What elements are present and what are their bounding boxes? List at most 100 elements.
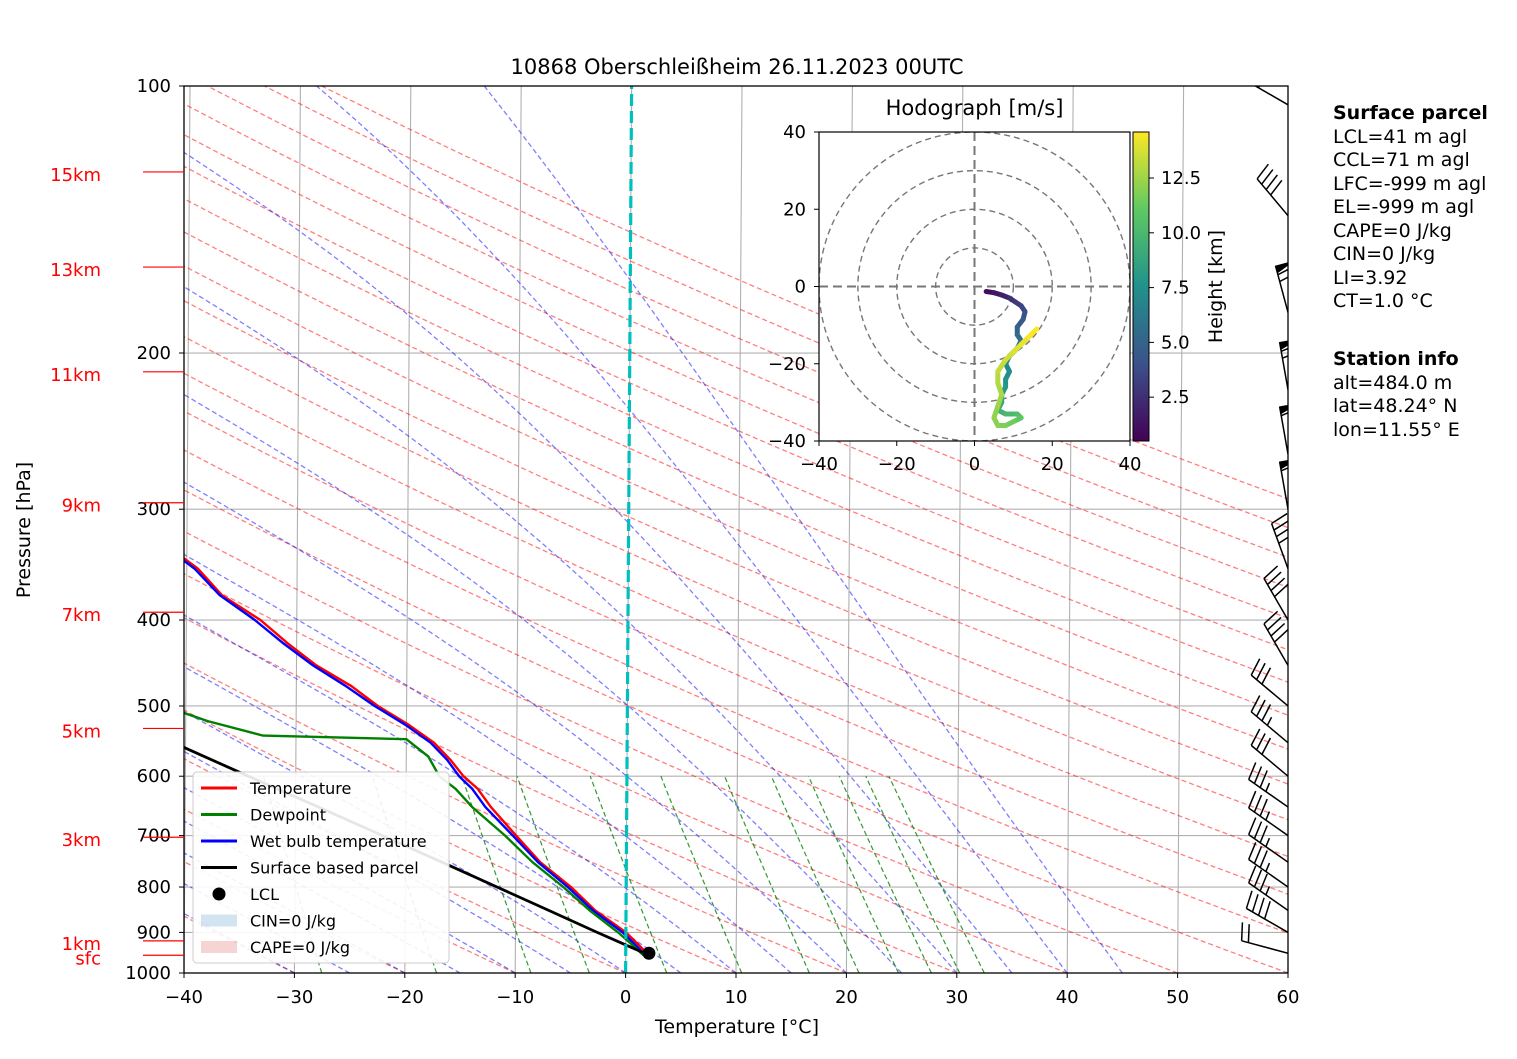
legend-swatch <box>201 914 237 927</box>
wind-barb <box>1250 728 1288 777</box>
dry-adiabat <box>184 265 1288 750</box>
legend-label: Wet bulb temperature <box>250 832 427 851</box>
wind-barb-flag <box>1280 412 1288 417</box>
wind-barb-flag <box>1261 169 1274 185</box>
y-tick-label: 400 <box>137 610 171 631</box>
x-tick-label: −20 <box>386 987 424 1008</box>
x-tick-label: −30 <box>275 987 313 1008</box>
wind-barb-flag <box>1270 577 1286 592</box>
moist-adiabat <box>184 151 1013 973</box>
hodograph-x-tick-label: −20 <box>878 454 916 475</box>
isotherm-gridline <box>735 86 743 973</box>
surface-parcel-li: LI=3.92 <box>1333 266 1408 289</box>
wind-barb <box>1247 865 1288 912</box>
colorbar-tick-label: 10.0 <box>1161 223 1201 244</box>
isotherm-gridline <box>1177 86 1185 973</box>
wind-barb-flag <box>1278 536 1288 544</box>
moist-adiabat <box>483 86 1123 973</box>
wind-barb-flag <box>1255 699 1266 717</box>
wind-barb-flag <box>1247 762 1257 780</box>
hodograph-colorbar <box>1132 131 1150 442</box>
chart-title: 10868 Oberschleißheim 26.11.2023 00UTC <box>511 55 964 79</box>
wind-barb-flag <box>1253 821 1263 839</box>
height-label: 15km <box>50 165 101 186</box>
wind-barb-flag <box>1250 728 1261 746</box>
wind-barb <box>1250 695 1288 744</box>
dry-adiabat <box>184 372 1288 858</box>
wind-barb-half <box>1265 782 1271 792</box>
surface-parcel-ct: CT=1.0 °C <box>1333 290 1433 312</box>
wind-barb-flag <box>1259 825 1268 843</box>
y-tick-label: 900 <box>137 922 171 943</box>
wind-barb-flag <box>1273 520 1288 531</box>
wind-barb-flag <box>1240 922 1244 941</box>
colorbar-tick-label: 2.5 <box>1161 387 1190 408</box>
legend-label: Surface based parcel <box>250 859 419 878</box>
height-label: 13km <box>50 260 101 281</box>
wind-barb-flag <box>1252 67 1258 85</box>
wind-barb-staff <box>1250 711 1288 744</box>
wind-barb-staff <box>1253 86 1288 106</box>
dewpoint-line <box>184 711 645 957</box>
x-tick-label: 20 <box>835 987 858 1008</box>
mixing-ratio-line <box>838 775 932 973</box>
mixing-ratio-line <box>589 775 668 973</box>
wind-barb-flag <box>1263 901 1271 920</box>
station-latitude: lat=48.24° N <box>1333 395 1458 417</box>
hodograph: Hodograph [m/s] −40−40 −20 −20 0 0 20 20 40 40 2.5… <box>768 96 1227 475</box>
wind-barb-flag <box>1273 583 1288 598</box>
surface-parcel-lfc: LFC=-999 m agl <box>1333 172 1487 195</box>
colorbar-tick-label: 5.0 <box>1161 332 1190 353</box>
hodograph-x-tick-label: −40 <box>800 454 838 475</box>
legend-label: Dewpoint <box>250 806 326 825</box>
wind-barb-pennant <box>1279 459 1288 470</box>
wind-barb-flag <box>1250 658 1261 676</box>
legend-box <box>192 771 450 964</box>
hodograph-y-tick-label: −20 <box>768 354 806 375</box>
x-tick-label: 10 <box>725 987 748 1008</box>
wind-barb <box>1278 459 1288 510</box>
wind-barb-half <box>1265 811 1271 821</box>
wind-barb-staff <box>1248 834 1288 863</box>
wind-barb-flag <box>1265 174 1278 191</box>
wind-barb-staff <box>1248 807 1288 837</box>
y-tick-label: 800 <box>137 877 171 898</box>
wind-barb <box>1247 842 1288 888</box>
height-label: 5km <box>62 721 101 742</box>
wind-barb-flag <box>1259 873 1268 892</box>
hodograph-y-tick-label: 0 <box>795 277 806 298</box>
dry-adiabat <box>184 165 1288 651</box>
wind-barb-flag <box>1280 347 1288 353</box>
wind-barb-flag <box>1253 766 1263 784</box>
station-info-heading: Station info <box>1333 348 1459 370</box>
moist-adiabat <box>184 393 903 973</box>
wind-barb-pennant <box>1274 262 1288 274</box>
wind-barb-staff <box>1263 623 1288 666</box>
isotherm-gridline <box>514 86 522 973</box>
y-tick-label: 100 <box>137 76 171 97</box>
wind-barb-flag <box>1266 571 1282 586</box>
wind-barb-staff <box>1274 265 1288 313</box>
wind-barb <box>1247 790 1288 837</box>
wind-barb <box>1245 890 1288 934</box>
hodograph-y-tick-label: 40 <box>783 122 806 143</box>
surface-parcel-cape: CAPE=0 J/kg <box>1333 219 1452 242</box>
station-info-panel: Station info alt=484.0 m lat=48.24° N lo… <box>1333 348 1460 442</box>
wind-barb-flag <box>1280 467 1288 472</box>
x-tick-label: 40 <box>1056 987 1079 1008</box>
wind-barb-flag <box>1257 897 1265 916</box>
mixing-ratio-line <box>770 775 860 973</box>
legend-label: Temperature <box>249 779 351 798</box>
hodograph-x-tick-label: 20 <box>1041 454 1064 475</box>
mixing-ratio-line <box>516 775 590 973</box>
wind-barb-staff <box>1278 406 1288 455</box>
wind-barb-flag <box>1257 86 1260 89</box>
moist-adiabat <box>184 750 571 973</box>
hodograph-plot <box>819 132 1130 441</box>
x-tick-label: 0 <box>620 987 631 1008</box>
surface-parcel-lcl: LCL=41 m agl <box>1333 125 1468 148</box>
x-axis-label: Temperature [°C] <box>654 1016 819 1038</box>
height-label: 9km <box>62 496 101 517</box>
wind-barb-flag <box>1270 622 1286 637</box>
mixing-ratio-line <box>660 775 743 973</box>
